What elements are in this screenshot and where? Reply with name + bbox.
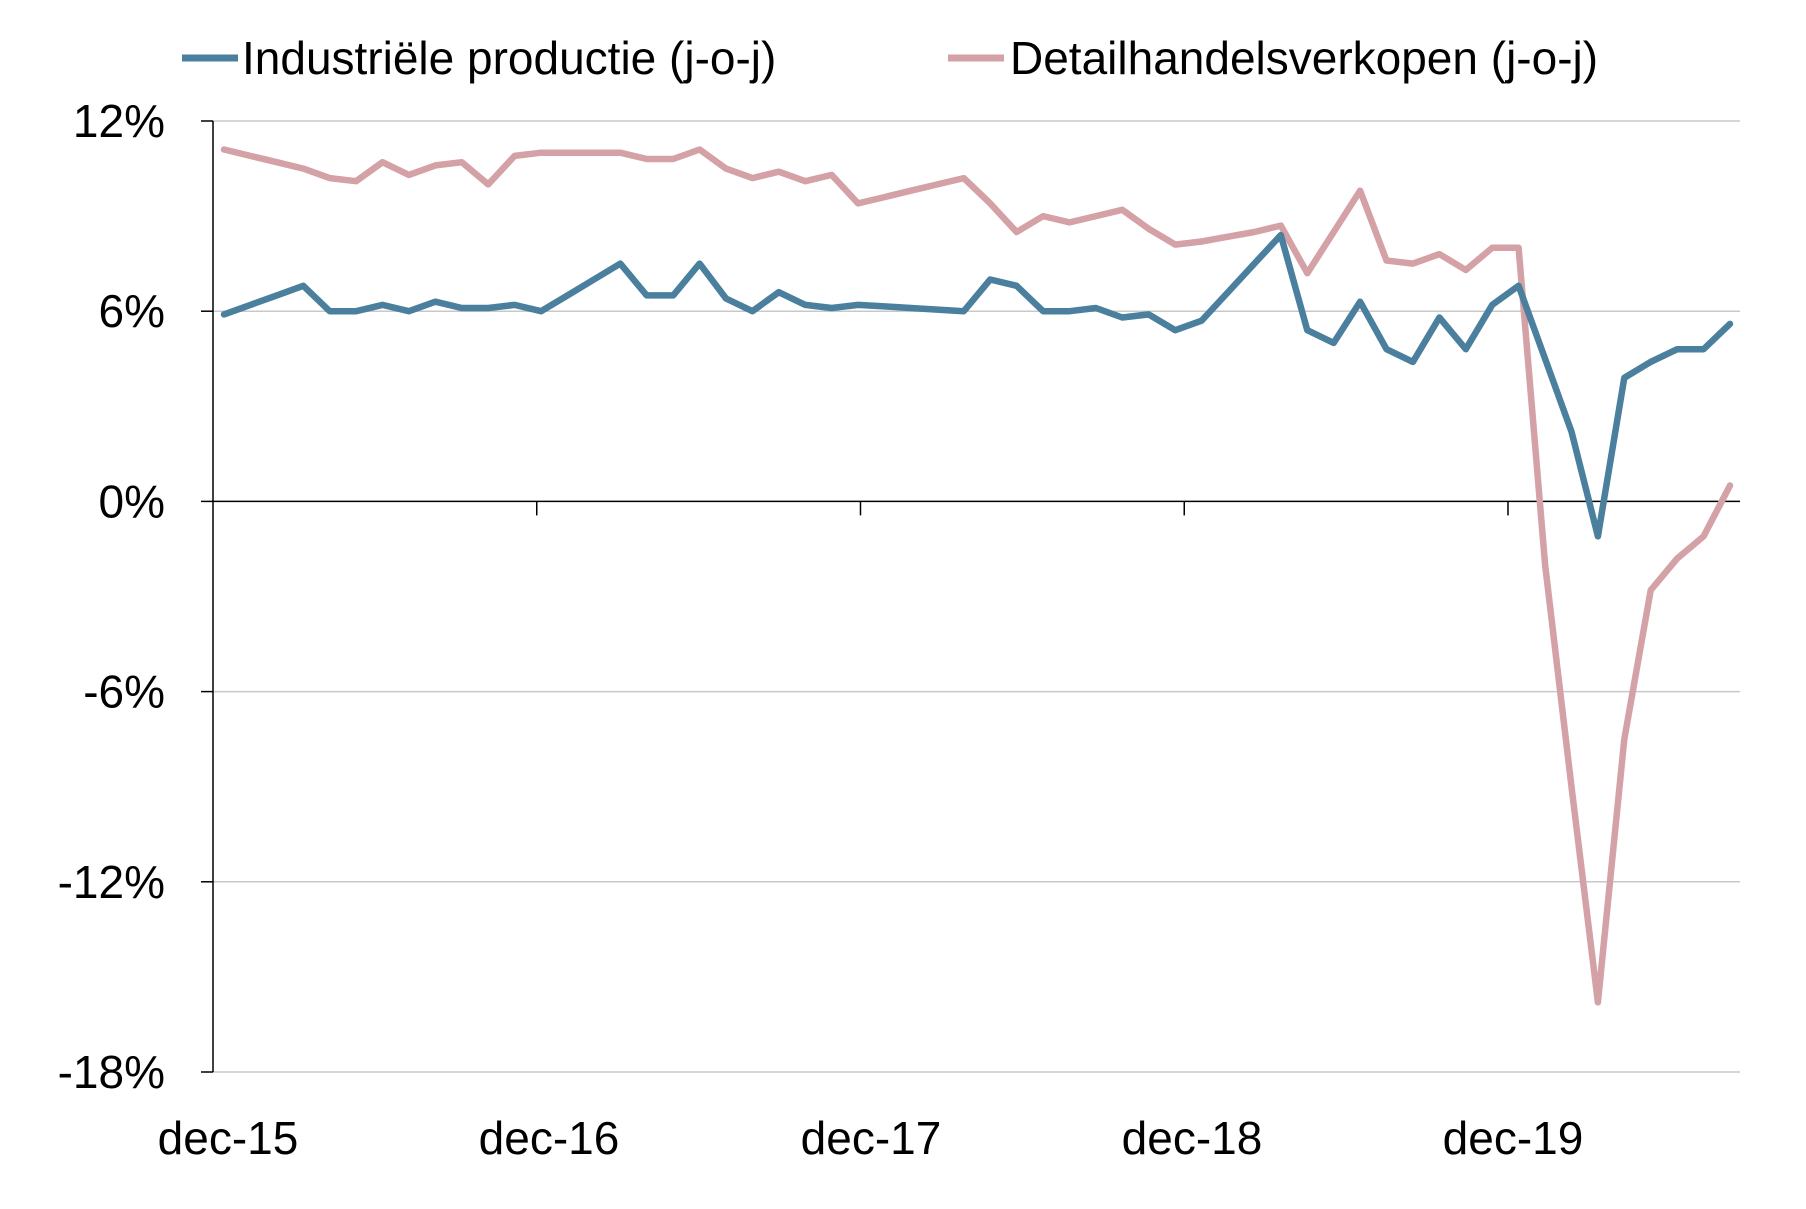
y-axis-tick-labels: 12% 6% 0% -6% -12% -18% [58,95,165,1098]
y-tick-label: -12% [58,856,165,908]
y-tick-label: 12% [73,95,165,147]
gridlines [213,120,1740,1073]
y-tick-label: -18% [58,1046,165,1098]
legend-label-industrial-production: Industriële productie (j-o-j) [242,32,776,84]
legend-item-retail-sales: Detailhandelsverkopen (j-o-j) [948,32,1598,84]
y-tick-label: 6% [99,285,165,337]
axes [201,120,1740,1073]
x-tick-label: dec-18 [1122,1112,1263,1164]
series-line-industrial-production [220,231,1734,540]
legend: Industriële productie (j-o-j) Detailhand… [182,32,1598,84]
x-axis-tick-labels: dec-15 dec-16 dec-17 dec-18 dec-19 [158,1112,1584,1164]
legend-label-retail-sales: Detailhandelsverkopen (j-o-j) [1010,32,1598,84]
x-tick-label: dec-17 [801,1112,942,1164]
series-line-retail-sales [220,146,1734,1006]
y-tick-label: -6% [83,666,165,718]
x-tick-label: dec-16 [479,1112,620,1164]
x-tick-label: dec-15 [158,1112,299,1164]
series-lines [220,146,1734,1006]
x-tick-label: dec-19 [1443,1112,1584,1164]
legend-item-industrial-production: Industriële productie (j-o-j) [182,32,776,84]
y-tick-label: 0% [99,475,165,527]
